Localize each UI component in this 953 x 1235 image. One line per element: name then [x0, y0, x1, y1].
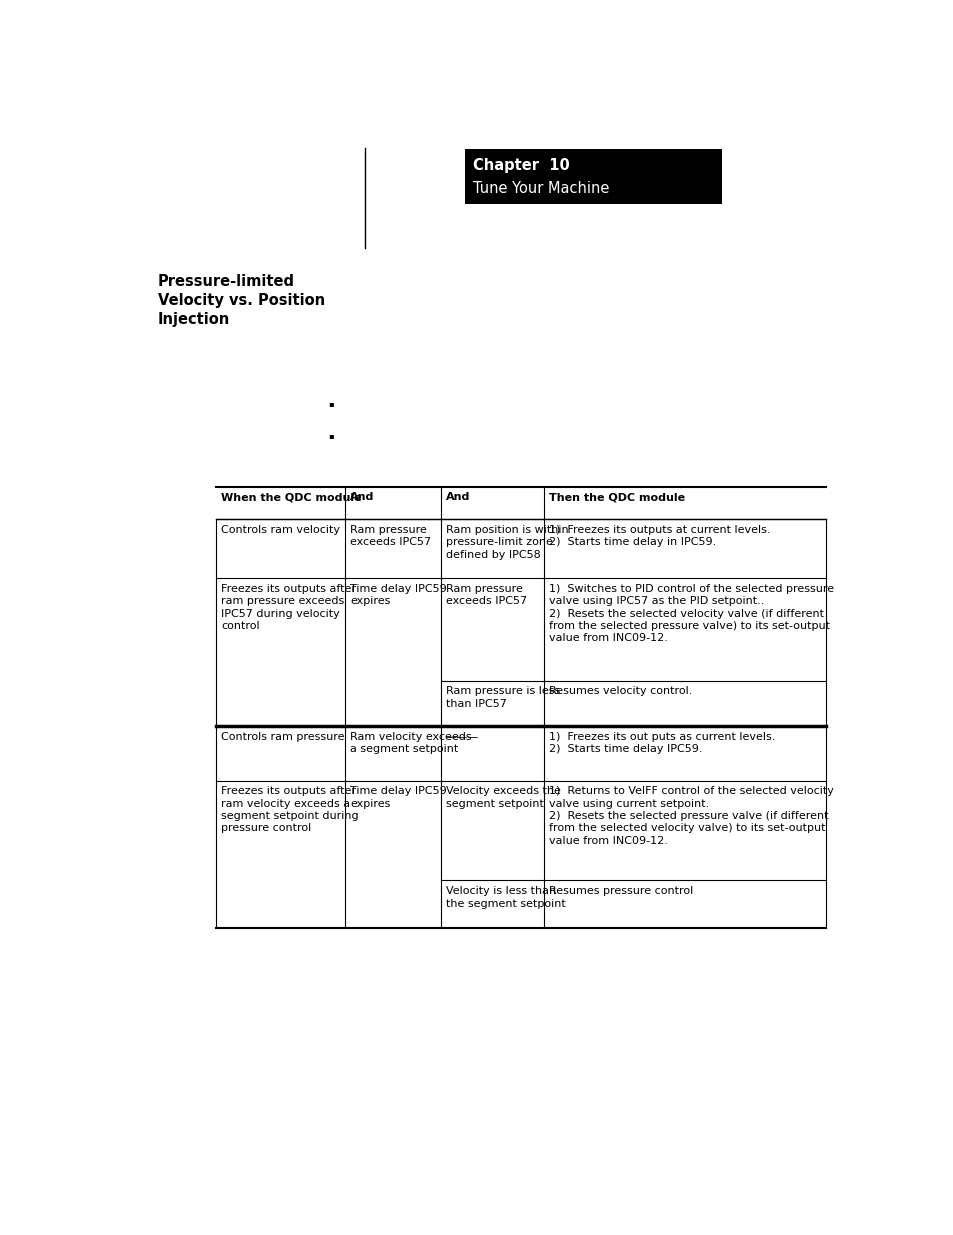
Text: Controls ram velocity: Controls ram velocity — [221, 525, 340, 535]
Text: Ram pressure is less
than IPC57: Ram pressure is less than IPC57 — [445, 687, 559, 709]
Text: 1)  Returns to VelFF control of the selected velocity
valve using current setpoi: 1) Returns to VelFF control of the selec… — [549, 787, 834, 846]
Text: Chapter  10: Chapter 10 — [472, 158, 569, 173]
Text: Ram position is within
pressure-limit zone
defined by IPC58: Ram position is within pressure-limit zo… — [445, 525, 568, 559]
Text: Velocity is less than
the segment setpoint: Velocity is less than the segment setpoi… — [445, 887, 565, 909]
Text: ▪: ▪ — [328, 399, 334, 409]
Text: Then the QDC module: Then the QDC module — [549, 493, 685, 503]
Text: Velocity exceeds the
segment setpoint: Velocity exceeds the segment setpoint — [445, 787, 560, 809]
Text: ———: ——— — [445, 732, 478, 742]
Text: Ram pressure
exceeds IPC57: Ram pressure exceeds IPC57 — [445, 584, 526, 606]
Text: Freezes its outputs after
ram velocity exceeds a
segment setpoint during
pressur: Freezes its outputs after ram velocity e… — [221, 787, 358, 834]
Text: Ram pressure
exceeds IPC57: Ram pressure exceeds IPC57 — [350, 525, 431, 547]
Text: Freezes its outputs after
ram pressure exceeds
IPC57 during velocity
control: Freezes its outputs after ram pressure e… — [221, 584, 355, 631]
Text: Pressure-limited: Pressure-limited — [157, 274, 294, 289]
Text: Resumes pressure control: Resumes pressure control — [549, 887, 693, 897]
Text: Resumes velocity control.: Resumes velocity control. — [549, 687, 692, 697]
Text: Controls ram pressure: Controls ram pressure — [221, 732, 344, 742]
Text: Ram velocity exceeds
a segment setpoint: Ram velocity exceeds a segment setpoint — [350, 732, 471, 755]
Text: Injection: Injection — [157, 311, 230, 327]
Text: 1)  Freezes its out puts as current levels.
2)  Starts time delay IPC59.: 1) Freezes its out puts as current level… — [549, 732, 775, 755]
Text: ▪: ▪ — [328, 431, 334, 440]
Text: Velocity vs. Position: Velocity vs. Position — [157, 293, 324, 308]
FancyBboxPatch shape — [464, 148, 721, 204]
Text: 1)  Freezes its outputs at current levels.
2)  Starts time delay in IPC59.: 1) Freezes its outputs at current levels… — [549, 525, 770, 547]
Text: 1)  Switches to PID control of the selected pressure
valve using IPC57 as the PI: 1) Switches to PID control of the select… — [549, 584, 834, 643]
Text: Tune Your Machine: Tune Your Machine — [472, 182, 608, 196]
Text: Time delay IPC59
expires: Time delay IPC59 expires — [350, 787, 446, 809]
Text: And: And — [350, 493, 374, 503]
Text: And: And — [445, 493, 470, 503]
Text: When the QDC module: When the QDC module — [221, 493, 361, 503]
Text: Time delay IPC59
expires: Time delay IPC59 expires — [350, 584, 446, 606]
